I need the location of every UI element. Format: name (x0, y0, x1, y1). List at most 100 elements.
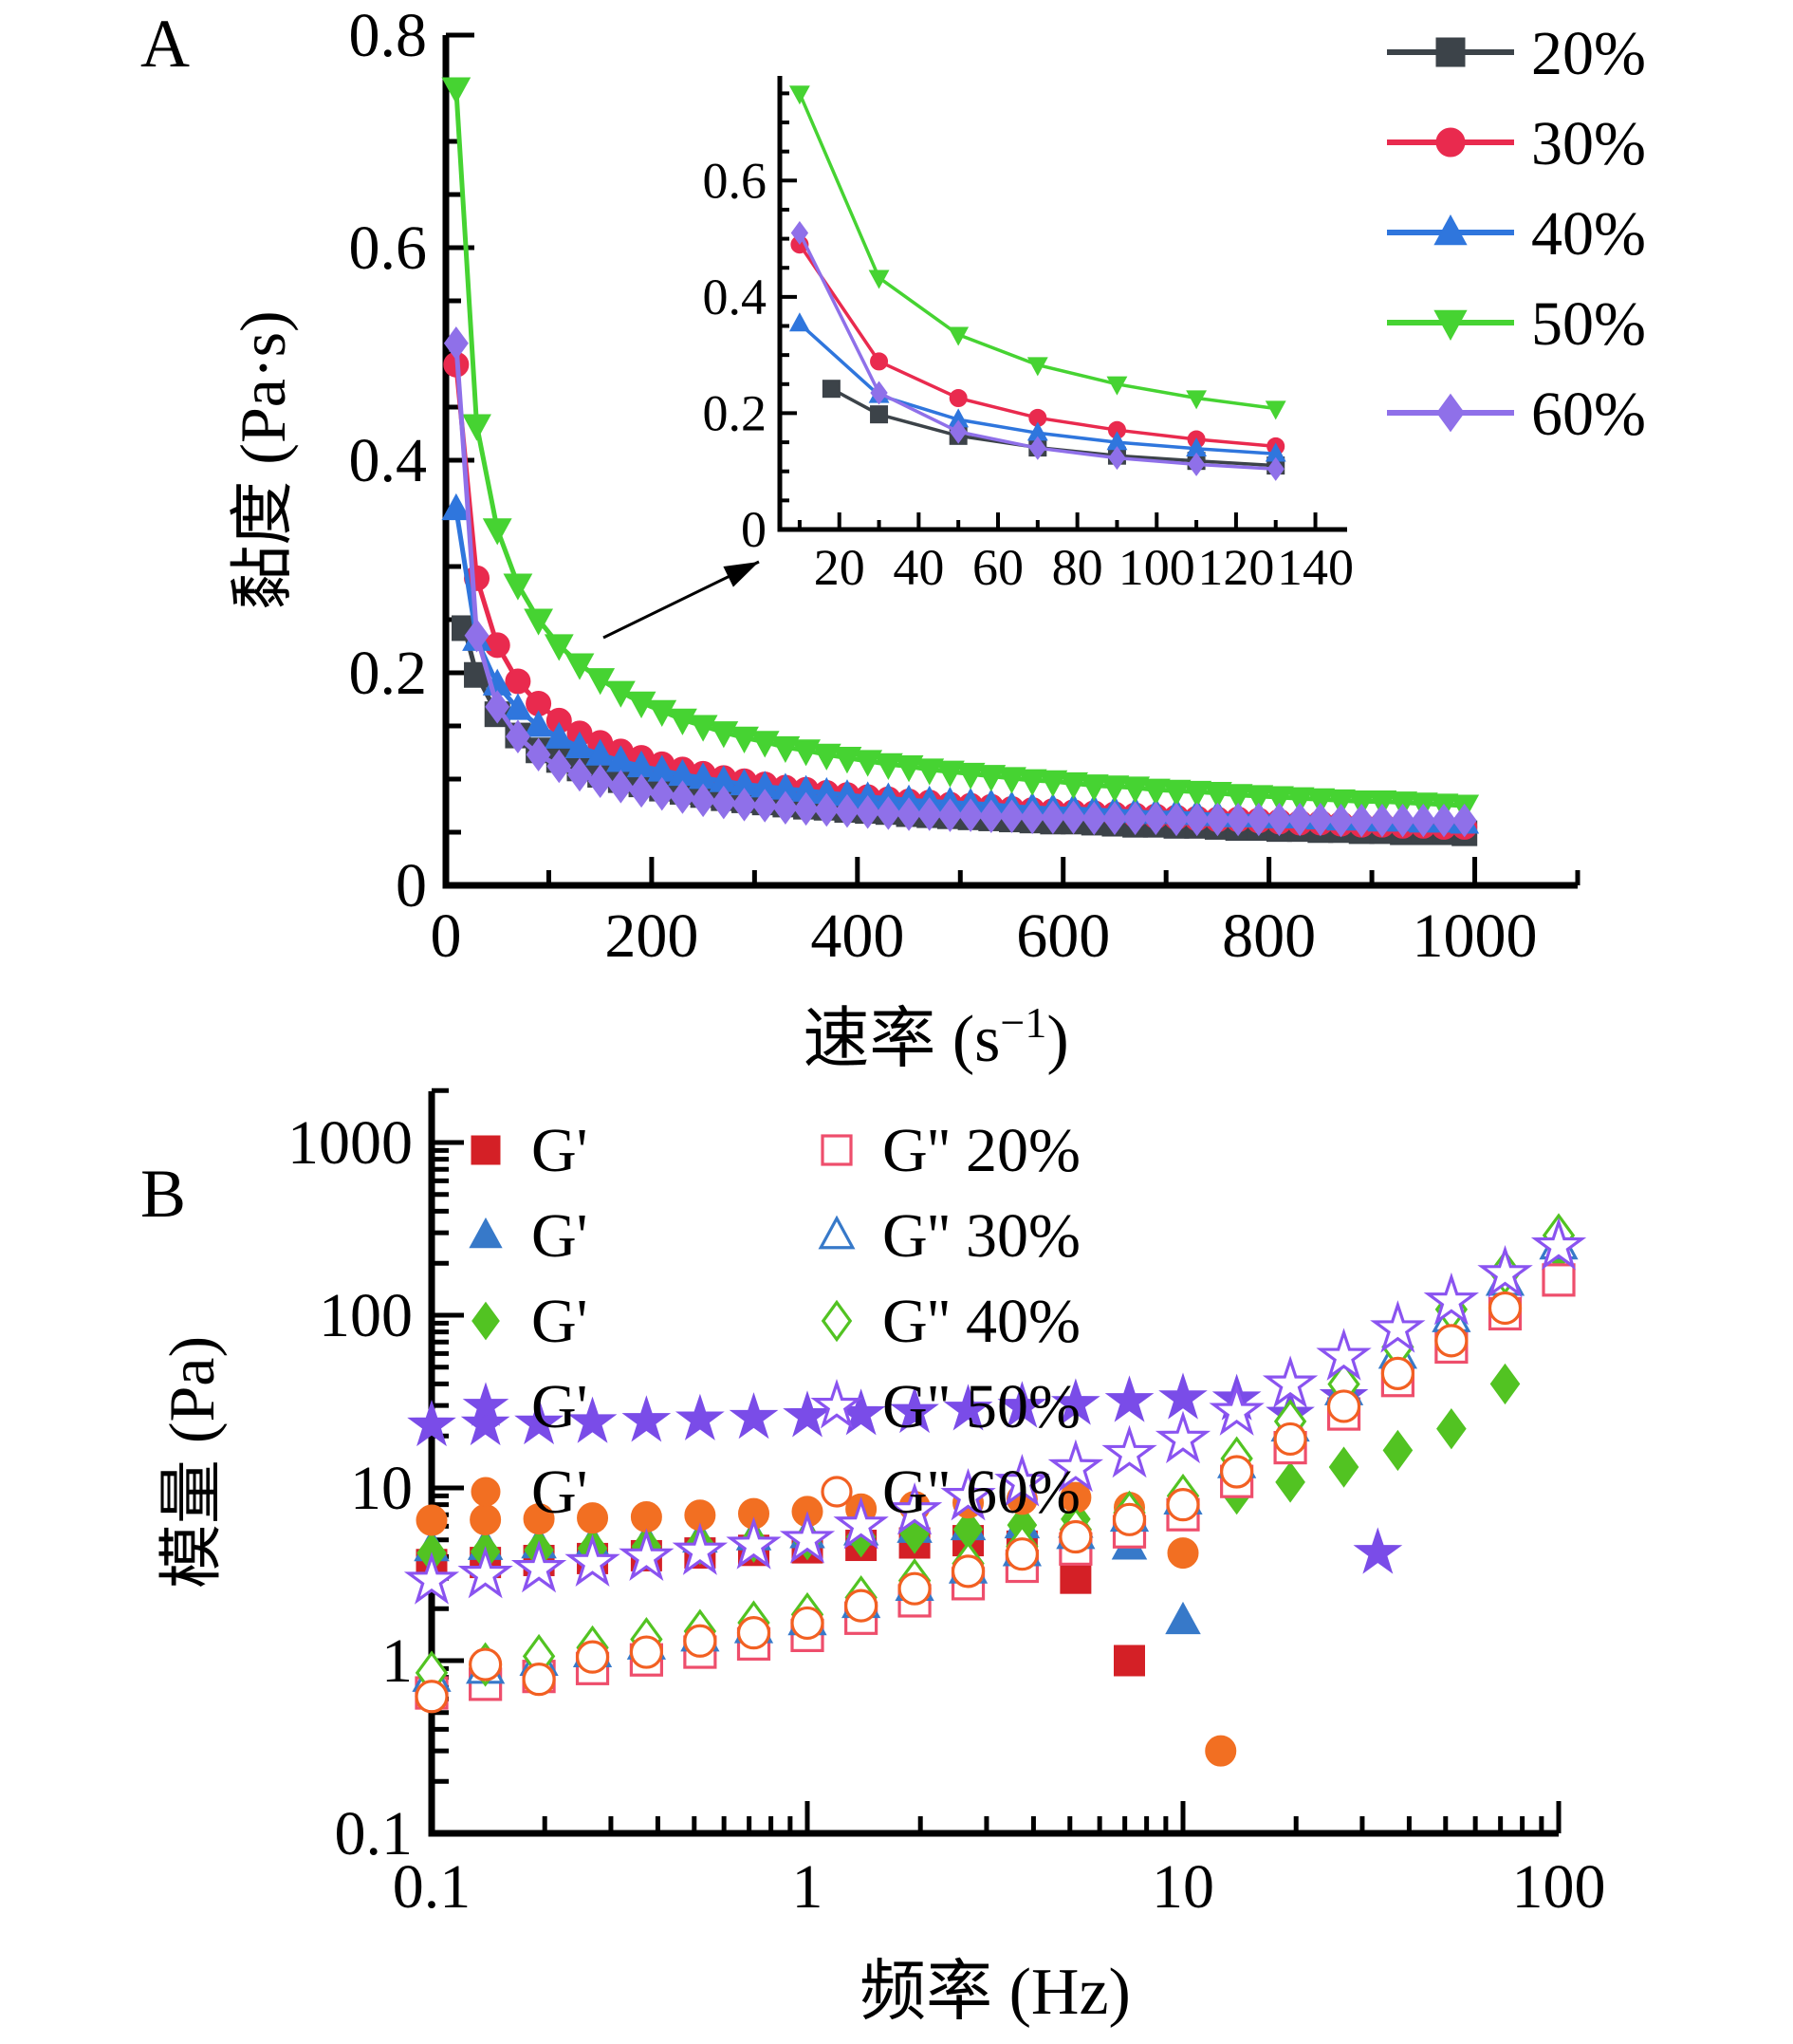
filled-triangle-up-marker (1165, 1601, 1201, 1635)
filled-circle-marker (870, 352, 889, 371)
filled-star-marker (783, 1390, 832, 1438)
filled-triangle-down-marker (955, 762, 986, 790)
open-star-marker (510, 1539, 567, 1593)
filled-star-marker (1050, 1378, 1100, 1425)
panel-a-x-axis-title: 速率 (s−1) (803, 998, 1068, 1077)
filled-diamond-marker (443, 326, 469, 361)
filled-diamond-marker (1187, 452, 1206, 476)
panel-b-x-axis-title: 频率 (Hz) (860, 1956, 1131, 2029)
svg-text:0: 0 (431, 901, 462, 971)
filled-diamond-marker (1436, 1408, 1467, 1450)
filled-diamond-marker (896, 797, 922, 831)
svg-text:120: 120 (1197, 539, 1274, 596)
filled-circle-marker (1205, 1735, 1237, 1767)
open-star-marker (1262, 1355, 1319, 1408)
filled-triangle-down-marker (626, 691, 656, 719)
open-star-marker (619, 1528, 675, 1582)
open-circle-marker (821, 1476, 853, 1508)
panel-a-x-ticks: 0 200 400 600 800 1000 (431, 857, 1580, 971)
open-star-marker (1423, 1272, 1480, 1326)
open-square-marker (1542, 1263, 1576, 1297)
filled-triangle-down-marker (1346, 790, 1377, 818)
panel-b-series-G'' 50% (403, 1217, 1587, 1605)
open-diamond-marker (821, 1299, 853, 1343)
filled-triangle-up-marker (524, 710, 554, 737)
open-circle-marker (1005, 1537, 1039, 1571)
open-circle-marker (1220, 1455, 1254, 1489)
svg-text:0.6: 0.6 (349, 214, 428, 283)
open-circle-marker (629, 1635, 663, 1669)
filled-star-marker (407, 1400, 456, 1447)
filled-diamond-marker (1390, 803, 1415, 838)
filled-star-marker (675, 1393, 725, 1440)
open-star-marker (672, 1522, 729, 1575)
open-star-marker (779, 1511, 836, 1564)
panel-a-series-60% (443, 326, 1477, 838)
filled-triangle-down-marker (1059, 771, 1088, 800)
panel-a-series (441, 77, 1480, 846)
open-circle-marker (790, 1606, 824, 1641)
open-circle-marker (1434, 1324, 1469, 1358)
svg-text:60: 60 (972, 539, 1024, 596)
svg-text:10: 10 (1152, 1852, 1214, 1922)
filled-triangle-down-marker (788, 85, 810, 105)
filled-diamond-marker (772, 790, 798, 825)
open-circle-marker (1112, 1502, 1147, 1536)
svg-text:0.1: 0.1 (335, 1799, 414, 1868)
open-circle-marker (1488, 1291, 1523, 1326)
filled-circle-marker (505, 668, 531, 695)
svg-text:1000: 1000 (1413, 901, 1538, 971)
filled-diamond-marker (916, 797, 942, 831)
filled-diamond-marker (793, 791, 819, 827)
svg-text:0.8: 0.8 (349, 1, 428, 70)
svg-text:80: 80 (1052, 539, 1103, 596)
svg-text:1000: 1000 (287, 1108, 413, 1178)
svg-text:50%: 50% (1531, 289, 1646, 359)
filled-diamond-marker (855, 794, 880, 829)
filled-triangle-down-marker (1433, 309, 1468, 342)
filled-diamond-marker (546, 749, 572, 784)
svg-text:20: 20 (814, 539, 865, 596)
filled-triangle-down-marker (524, 608, 554, 636)
open-star-marker (403, 1552, 460, 1605)
svg-text:100: 100 (319, 1281, 413, 1350)
svg-text:100: 100 (1512, 1852, 1606, 1922)
filled-diamond-marker (1328, 803, 1354, 838)
open-star-marker (886, 1482, 943, 1535)
filled-triangle-down-marker (1100, 775, 1130, 803)
panel-a-legend-item-50%: 50% (1387, 289, 1646, 359)
filled-diamond-marker (629, 773, 655, 808)
panel-a-series-50% (441, 77, 1480, 822)
filled-diamond-marker (505, 719, 530, 753)
svg-text:30%: 30% (1531, 109, 1646, 178)
filled-triangle-down-marker (948, 326, 970, 346)
filled-star-marker (1353, 1527, 1403, 1574)
svg-text:40%: 40% (1531, 199, 1646, 269)
filled-triangle-down-marker (441, 77, 471, 104)
open-star-marker (1155, 1410, 1211, 1464)
svg-text:G': G' (531, 1287, 588, 1356)
filled-circle-marker (577, 1502, 609, 1534)
panel-b-legend-item-30%: G' G'' 30% (469, 1201, 1081, 1271)
filled-star-marker (729, 1392, 779, 1440)
open-star-marker (1370, 1300, 1426, 1353)
open-circle-marker (897, 1571, 932, 1606)
filled-star-marker (514, 1397, 564, 1445)
filled-triangle-down-marker (915, 758, 945, 786)
filled-star-marker (1158, 1372, 1208, 1420)
svg-text:1: 1 (792, 1852, 823, 1922)
panel-b-legend-item-40%: G' G'' 40% (471, 1287, 1081, 1356)
filled-circle-marker (416, 1504, 448, 1536)
filled-diamond-marker (670, 780, 695, 814)
open-circle-marker (415, 1680, 449, 1714)
panel-b-y-ticks: 0.1 1 10 100 1000 (287, 1087, 464, 1868)
filled-triangle-down-marker (976, 765, 1007, 792)
filled-diamond-marker (950, 419, 968, 444)
filled-square-marker (870, 405, 889, 424)
svg-text:0.4: 0.4 (349, 426, 428, 495)
panel-a-y-axis-title: 黏度 (Pa·s) (227, 310, 299, 609)
open-circle-marker (736, 1616, 771, 1650)
